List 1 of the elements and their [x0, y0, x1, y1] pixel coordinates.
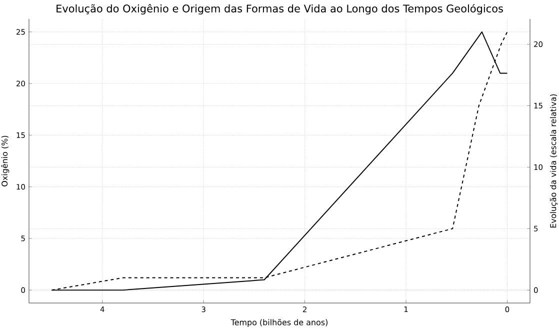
chart-title: Evolução do Oxigênio e Origem das Formas de Vida ao Longo dos Tempos Geológicos: [56, 4, 503, 14]
